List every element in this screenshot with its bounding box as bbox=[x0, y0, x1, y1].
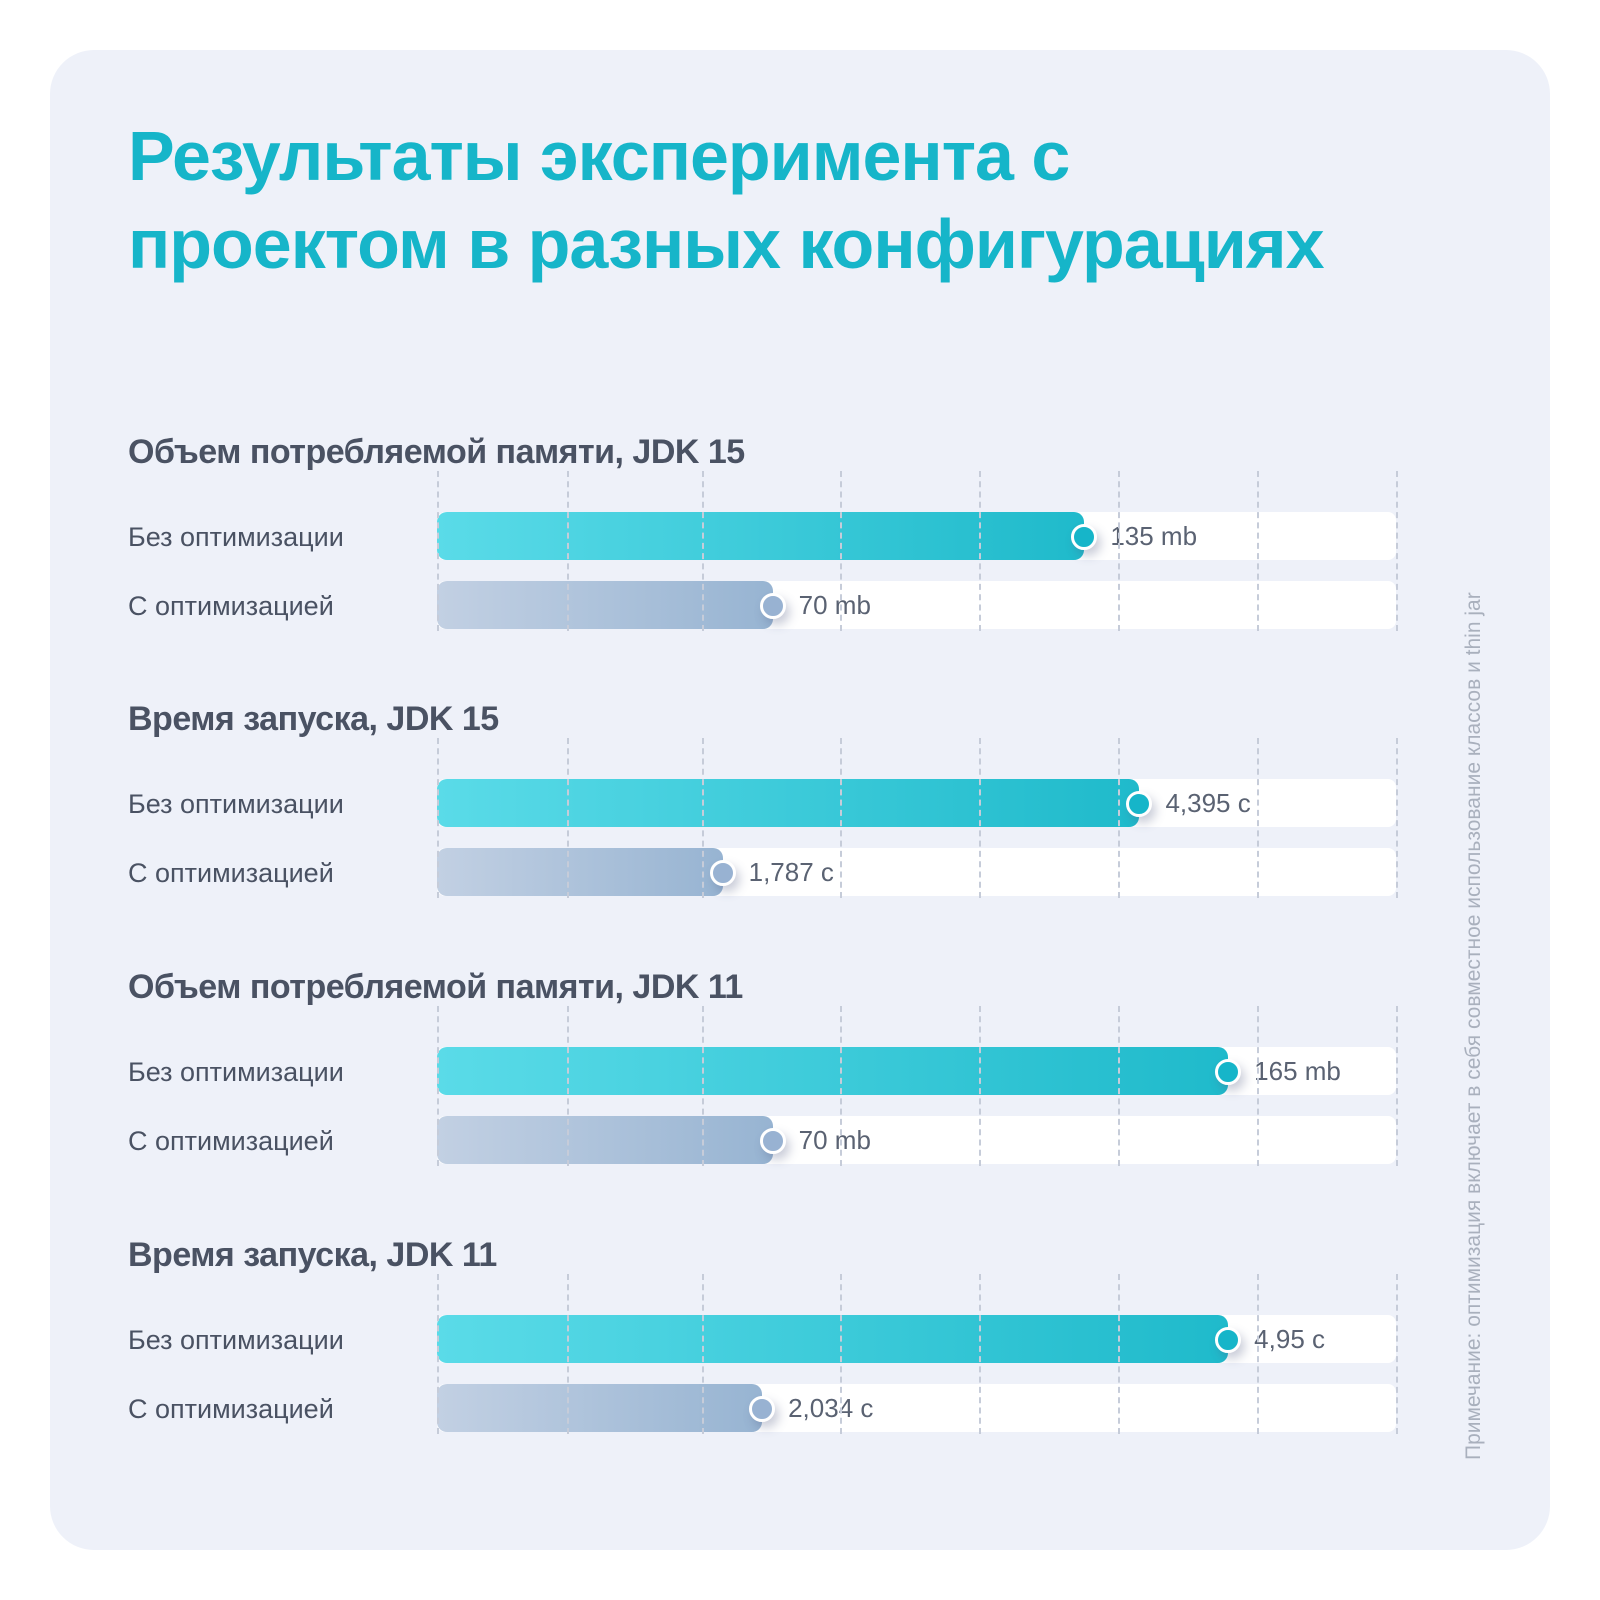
chart-section: Объем потребляемой памяти, JDK 11 Без опт… bbox=[0, 968, 1600, 1208]
gridline bbox=[1118, 1274, 1120, 1434]
gridline bbox=[437, 471, 439, 631]
bar-end-marker bbox=[1126, 791, 1153, 817]
bar bbox=[437, 848, 723, 896]
bar bbox=[437, 1384, 763, 1432]
bar-row: С оптимизацией 1,787 с bbox=[0, 848, 1600, 898]
gridline bbox=[840, 738, 842, 898]
bar bbox=[437, 1047, 1229, 1095]
chart-title: Объем потребляемой памяти, JDK 15 bbox=[128, 433, 745, 471]
bar-row: Без оптимизации 4,395 с bbox=[0, 779, 1600, 829]
gridline bbox=[1396, 471, 1398, 631]
category-label: С оптимизацией bbox=[128, 1126, 334, 1156]
gridline bbox=[567, 1006, 569, 1166]
value-label: 165 mb bbox=[1254, 1056, 1341, 1086]
bar-row: Без оптимизации 165 mb bbox=[0, 1047, 1600, 1097]
gridline bbox=[1396, 738, 1398, 898]
gridline bbox=[702, 471, 704, 631]
category-label: С оптимизацией bbox=[128, 858, 334, 888]
value-label: 4,95 с bbox=[1254, 1324, 1325, 1354]
chart-title: Объем потребляемой памяти, JDK 11 bbox=[128, 968, 743, 1006]
bar-end-marker bbox=[709, 860, 736, 886]
bar-end-marker bbox=[749, 1396, 776, 1422]
gridline bbox=[1396, 1006, 1398, 1166]
gridline bbox=[979, 1006, 981, 1166]
value-label: 2,034 с bbox=[788, 1393, 874, 1423]
category-label: С оптимизацией bbox=[128, 1394, 334, 1424]
bar-row: Без оптимизации 135 mb bbox=[0, 512, 1600, 562]
gridline bbox=[979, 738, 981, 898]
bar-end-marker bbox=[1215, 1327, 1242, 1353]
gridline bbox=[437, 738, 439, 898]
bar bbox=[437, 1315, 1229, 1363]
bar bbox=[437, 512, 1085, 560]
gridline bbox=[567, 471, 569, 631]
value-label: 70 mb bbox=[798, 1125, 871, 1155]
gridline bbox=[702, 1274, 704, 1434]
bar-end-marker bbox=[1071, 524, 1098, 550]
gridline bbox=[840, 1274, 842, 1434]
gridline bbox=[840, 471, 842, 631]
value-label: 1,787 с bbox=[748, 857, 834, 887]
chart-title: Время запуска, JDK 15 bbox=[128, 700, 499, 738]
bar bbox=[437, 779, 1140, 827]
gridline bbox=[1118, 1006, 1120, 1166]
gridline bbox=[840, 1006, 842, 1166]
gridline bbox=[437, 1274, 439, 1434]
gridline bbox=[567, 1274, 569, 1434]
chart-section: Время запуска, JDK 11 Без оптимизации 4,95… bbox=[0, 1236, 1600, 1476]
value-label: 135 mb bbox=[1110, 521, 1198, 551]
gridline bbox=[1257, 471, 1259, 631]
bar-end-marker bbox=[759, 593, 786, 619]
bar-end-marker bbox=[759, 1128, 786, 1154]
chart-section: Время запуска, JDK 15 Без оптимизации 4,39… bbox=[0, 700, 1600, 940]
category-label: Без оптимизации bbox=[128, 789, 344, 819]
bar bbox=[437, 581, 773, 629]
gridline bbox=[1257, 1006, 1259, 1166]
gridline bbox=[979, 471, 981, 631]
chart-section: Объем потребляемой памяти, JDK 15 Без опт… bbox=[0, 433, 1600, 673]
category-label: Без оптимизации bbox=[128, 1325, 344, 1355]
gridline bbox=[1396, 1274, 1398, 1434]
gridline bbox=[702, 1006, 704, 1166]
page-title: Результаты эксперимента с проектом в раз… bbox=[128, 117, 1325, 283]
bar bbox=[437, 1116, 773, 1164]
category-label: Без оптимизации bbox=[128, 1057, 344, 1087]
gridline bbox=[567, 738, 569, 898]
chart-title: Время запуска, JDK 11 bbox=[128, 1236, 497, 1274]
footnote: Примечание: оптимизация включает в себя … bbox=[1462, 592, 1485, 1460]
gridline bbox=[1118, 738, 1120, 898]
gridline bbox=[702, 738, 704, 898]
bar-end-marker bbox=[1215, 1059, 1242, 1085]
gridline bbox=[437, 1006, 439, 1166]
bar-row: С оптимизацией 70 mb bbox=[0, 581, 1600, 631]
bar-row: Без оптимизации 4,95 с bbox=[0, 1315, 1600, 1365]
gridline bbox=[1257, 1274, 1259, 1434]
value-label: 4,395 с bbox=[1165, 788, 1251, 818]
bar-row: С оптимизацией 2,034 с bbox=[0, 1384, 1600, 1434]
gridline bbox=[1257, 738, 1259, 898]
gridline bbox=[979, 1274, 981, 1434]
category-label: Без оптимизации bbox=[128, 522, 344, 552]
category-label: С оптимизацией bbox=[128, 591, 334, 621]
bar-row: С оптимизацией 70 mb bbox=[0, 1116, 1600, 1166]
gridline bbox=[1118, 471, 1120, 631]
value-label: 70 mb bbox=[798, 590, 871, 620]
